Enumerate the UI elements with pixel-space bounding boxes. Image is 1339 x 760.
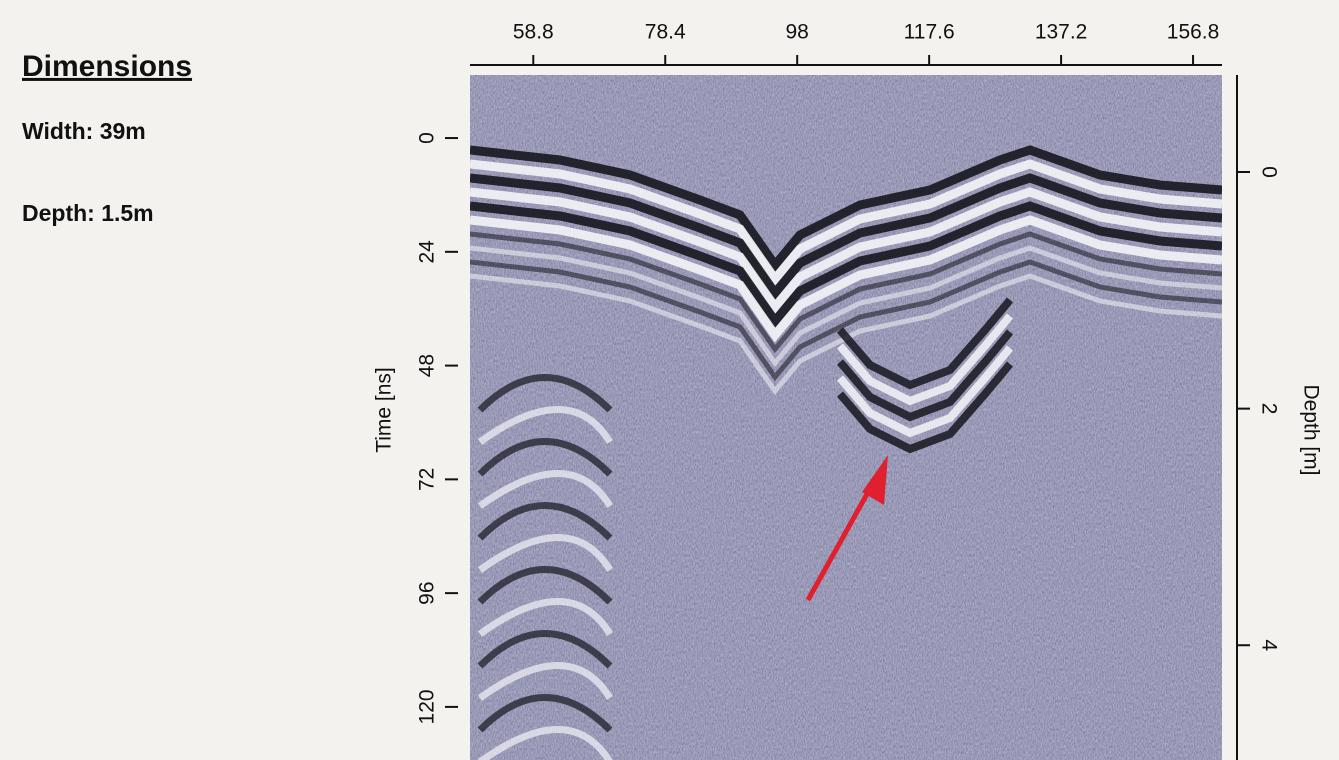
hyperbola-band [477,534,613,573]
arrow-head [862,455,888,505]
hyperbola-band [477,470,613,509]
y-tick-label: 96 [416,581,439,604]
reflection-band [470,145,1222,273]
hyperbola-band [477,502,613,541]
hyperbola-band [477,566,613,605]
reflection-band [836,297,1014,390]
y-tick-label: 120 [416,689,439,724]
reflection-band [470,245,1222,368]
hyperbola-band [477,694,613,733]
reflection-band [470,231,1222,354]
reflection-band [470,215,1222,343]
reflection-band [470,173,1222,301]
x-tick-label: 156.8 [1167,21,1220,44]
reflection-band [836,329,1014,422]
width-note: Width: 39m [22,118,146,144]
hyperbola-band [477,438,613,477]
y-tick-label: 0 [416,132,439,144]
dimensions-heading: Dimensions [22,50,192,83]
y2-tick-label: 4 [1257,639,1280,651]
hyperbola-band [477,662,613,701]
x-tick-label: 137.2 [1035,21,1088,44]
reflection-band [836,361,1014,454]
y-tick-label: 48 [416,354,439,377]
x-tick-label: 117.6 [904,21,955,44]
x-tick-label: 78.4 [645,21,686,44]
hyperbola-band [477,598,613,637]
y2-tick-label: 2 [1257,403,1280,415]
y-tick-label: 24 [416,240,439,264]
reflections [470,145,1222,760]
reflection-band [470,159,1222,287]
hyperbola-band [477,406,613,445]
reflection-band [470,259,1222,382]
reflection-band [470,273,1222,396]
hyperbola-band [477,630,613,669]
arrow-shaft [805,483,875,602]
hyperbola-band [477,374,613,413]
depth-note: Depth: 1.5m [22,200,154,226]
y-axis-label: Time [ns] [373,367,396,453]
reflection-band [470,187,1222,315]
reflection-band [836,345,1014,438]
x-tick-label: 98 [786,21,809,44]
hyperbola-band [477,726,613,760]
y2-tick-label: 0 [1257,166,1280,178]
x-tick-label: 58.8 [513,21,554,44]
y-tick-label: 72 [416,468,439,491]
reflection-band [836,313,1014,406]
y2-axis-label: Depth [m] [1299,384,1322,475]
reflection-band [470,201,1222,329]
